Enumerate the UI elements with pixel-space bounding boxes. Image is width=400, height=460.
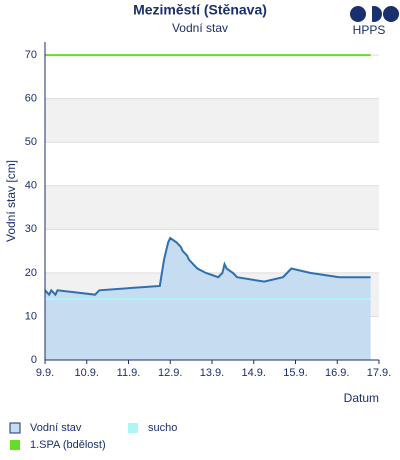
x-tick-label: 12.9. <box>158 367 182 379</box>
legend-swatch <box>128 423 138 433</box>
chart-title: Meziměstí (Stěnava) <box>133 2 267 18</box>
line <box>44 236 371 297</box>
legend-label: Vodní stav <box>30 422 82 434</box>
x-tick-label: 17.9. <box>367 367 391 379</box>
chart-subtitle: Vodní stav <box>172 21 228 35</box>
y-tick-label: 20 <box>25 267 37 279</box>
grid-band <box>45 185 379 230</box>
y-axis-label: Vodní stav [cm] <box>4 160 18 242</box>
legend-label: 1.SPA (bdělost) <box>30 439 106 451</box>
y-tick-label: 70 <box>25 49 37 61</box>
x-tick-label: 9.9. <box>36 367 54 379</box>
x-tick-label: 10.9. <box>75 367 99 379</box>
y-tick-label: 60 <box>25 93 37 105</box>
legend-swatch <box>10 440 20 450</box>
y-tick-label: 40 <box>25 180 37 192</box>
grid-band <box>45 98 379 143</box>
legend-label: sucho <box>148 422 177 434</box>
x-tick-label: 13.9. <box>200 367 224 379</box>
y-tick-label: 10 <box>25 310 37 322</box>
y-tick-label: 0 <box>31 354 37 366</box>
y-tick-label: 30 <box>25 223 37 235</box>
logo-text: HPPS <box>353 23 386 37</box>
x-tick-label: 16.9. <box>325 367 349 379</box>
x-tick-label: 14.9. <box>242 367 266 379</box>
x-axis-label: Datum <box>344 391 379 405</box>
legend-swatch <box>9 422 21 434</box>
x-tick-label: 11.9. <box>117 367 141 379</box>
logo: HPPS <box>350 6 399 37</box>
y-tick-label: 50 <box>25 136 37 148</box>
x-tick-label: 15.9. <box>283 367 307 379</box>
